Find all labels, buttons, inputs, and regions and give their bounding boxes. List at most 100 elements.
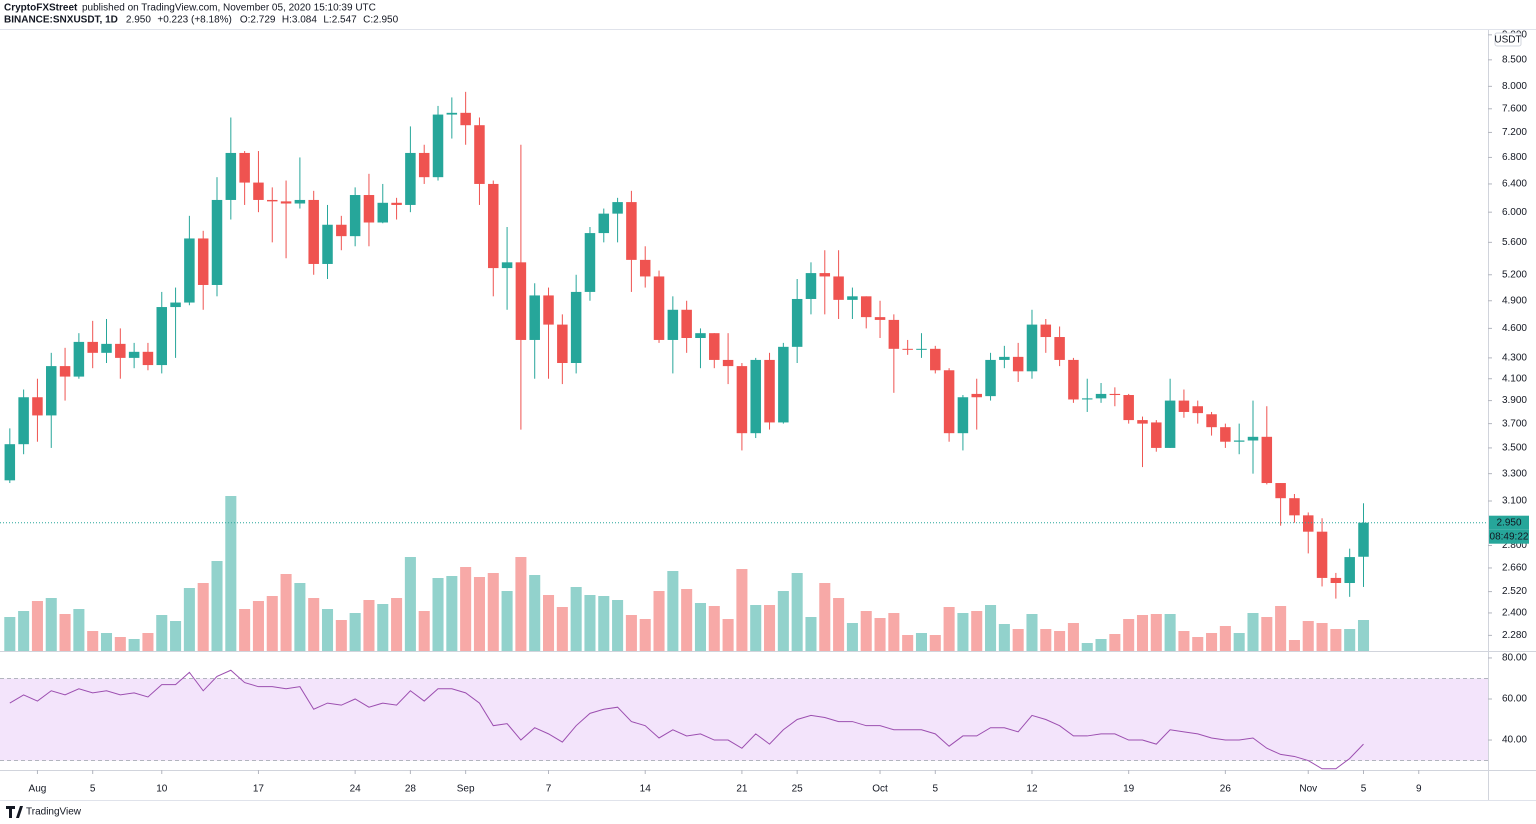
candle-body <box>819 273 831 277</box>
volume-bar <box>584 595 596 651</box>
volume-bar <box>570 587 582 651</box>
candle-body <box>142 351 154 366</box>
volume-bar <box>1302 621 1314 651</box>
candle-body <box>405 152 416 205</box>
volume-bar <box>777 591 789 651</box>
volume-bar <box>681 589 693 651</box>
candle-body <box>515 262 527 340</box>
candle-body <box>239 152 250 183</box>
candle-body <box>1247 436 1259 441</box>
volume-bar <box>860 611 872 651</box>
volume-bars <box>4 496 1370 651</box>
candle-body <box>474 125 485 184</box>
volume-bar <box>73 609 85 651</box>
volume-bar <box>902 635 914 651</box>
volume-bar <box>1192 637 1204 651</box>
candle-body <box>336 224 347 237</box>
candle-body <box>791 298 803 347</box>
volume-bar <box>1275 606 1287 651</box>
candle-body <box>1040 324 1052 338</box>
candle-body <box>943 370 955 434</box>
candle-body <box>847 296 858 300</box>
candle-body <box>1054 337 1065 360</box>
volume-bar <box>211 561 223 651</box>
x-tick-label: 10 <box>156 784 168 795</box>
candle-body <box>667 309 679 340</box>
candle-body <box>170 302 181 308</box>
candle-body <box>584 233 596 292</box>
x-tick-label: 5 <box>90 784 96 795</box>
volume-bar <box>915 633 928 651</box>
last-price-label: 2.950 <box>1496 517 1521 528</box>
volume-bar <box>87 631 99 651</box>
volume-bar <box>1233 633 1245 651</box>
volume-bar <box>18 611 30 651</box>
candle-body <box>128 351 140 358</box>
volume-bar <box>791 573 803 651</box>
rsi-tick-label: 60.00 <box>1502 694 1527 705</box>
candle-body <box>488 183 499 269</box>
candle-body <box>612 202 623 214</box>
candle-body <box>985 359 996 397</box>
y-tick-label: 3.300 <box>1502 468 1527 479</box>
volume-bar <box>819 583 831 651</box>
volume-bar <box>515 557 527 651</box>
candle-body <box>930 348 941 371</box>
volume-bar <box>1123 619 1135 651</box>
volume-bar <box>418 611 430 651</box>
volume-bar <box>446 576 458 651</box>
x-tick-label: 9 <box>1416 784 1422 795</box>
last-price: 2.950 <box>126 15 151 26</box>
candle-body <box>1178 400 1190 412</box>
logo-icon <box>6 806 23 818</box>
x-tick-label: Oct <box>872 784 888 795</box>
quote-value: 2.950 <box>373 15 398 26</box>
volume-bar <box>1288 640 1300 651</box>
volume-bar <box>391 598 403 651</box>
countdown: 08:49:22 <box>1490 531 1529 542</box>
y-tick-label: 6.000 <box>1502 207 1527 218</box>
candle-body <box>1192 406 1203 414</box>
volume-bar <box>294 583 306 651</box>
x-tick-label: 26 <box>1220 784 1232 795</box>
volume-bar <box>874 618 886 651</box>
candle-body <box>860 296 872 318</box>
x-tick-label: Aug <box>29 784 47 795</box>
volume-bar <box>529 575 541 651</box>
candle-body <box>432 114 444 178</box>
candle-body <box>916 348 927 350</box>
publish-line: CryptoFXStreet published on TradingView.… <box>4 3 376 14</box>
last-price-box <box>1489 515 1529 530</box>
candle-body <box>902 348 913 350</box>
countdown-box <box>1489 529 1529 544</box>
candle-body <box>1289 498 1300 516</box>
volume-bar <box>1067 623 1079 651</box>
volume-bar <box>252 601 264 651</box>
candle-body <box>1220 427 1231 442</box>
candle-body <box>1344 557 1355 584</box>
candle-body <box>59 366 71 377</box>
volume-bar <box>225 496 237 651</box>
candle-body <box>1026 324 1038 372</box>
candle-body <box>653 276 665 340</box>
candle-body <box>156 307 168 366</box>
quote-value: 2.729 <box>250 15 275 26</box>
volume-bar <box>1150 614 1162 651</box>
volume-bar <box>653 591 665 651</box>
candle-body <box>598 213 610 234</box>
volume-bar <box>625 615 637 651</box>
volume-bar <box>170 621 182 651</box>
candle-body <box>1275 483 1286 499</box>
candle-body <box>639 259 651 277</box>
volume-bar <box>971 611 983 651</box>
volume-bar <box>957 613 969 651</box>
x-tick-label: 17 <box>253 784 265 795</box>
y-tick-label: 5.200 <box>1502 269 1527 280</box>
volume-bar <box>349 613 361 651</box>
rsi-band <box>0 678 1488 761</box>
volume-bar <box>1026 614 1038 651</box>
published-text: published on TradingView.com, November 0… <box>82 3 376 14</box>
volume-bar <box>1247 613 1259 651</box>
candle-body <box>1233 440 1245 442</box>
